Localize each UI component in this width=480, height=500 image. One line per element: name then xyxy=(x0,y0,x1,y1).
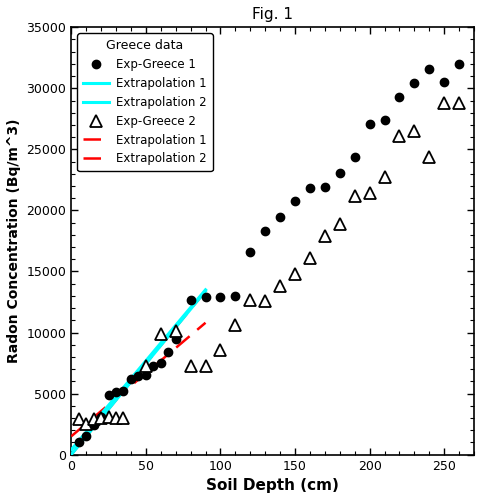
Exp-Greece 2 xyxy=(83,421,89,427)
Exp-Greece 2 xyxy=(321,233,327,239)
Line: Extrapolation 1: Extrapolation 1 xyxy=(71,291,205,454)
Exp-Greece 1 xyxy=(321,184,327,190)
Line: Exp-Greece 1: Exp-Greece 1 xyxy=(74,60,462,446)
Extrapolation 2 xyxy=(202,287,208,293)
Exp-Greece 1 xyxy=(135,374,141,380)
Exp-Greece 1 xyxy=(120,388,126,394)
Extrapolation 2 xyxy=(202,320,208,326)
Exp-Greece 1 xyxy=(187,296,193,302)
Extrapolation 1 xyxy=(202,288,208,294)
Exp-Greece 2 xyxy=(91,416,96,422)
Exp-Greece 1 xyxy=(336,170,342,175)
Exp-Greece 1 xyxy=(76,440,82,446)
Exp-Greece 2 xyxy=(76,416,82,422)
Extrapolation 1 xyxy=(68,452,74,458)
Exp-Greece 1 xyxy=(106,392,111,398)
Exp-Greece 1 xyxy=(113,390,119,396)
Exp-Greece 2 xyxy=(426,154,432,160)
Exp-Greece 1 xyxy=(202,294,208,300)
Exp-Greece 2 xyxy=(351,193,357,199)
Exp-Greece 1 xyxy=(165,349,171,355)
Line: Exp-Greece 2: Exp-Greece 2 xyxy=(73,98,464,429)
Exp-Greece 2 xyxy=(381,174,386,180)
Exp-Greece 1 xyxy=(143,372,148,378)
Exp-Greece 2 xyxy=(120,415,126,421)
Exp-Greece 1 xyxy=(83,434,89,440)
Exp-Greece 1 xyxy=(456,61,461,67)
Exp-Greece 2 xyxy=(441,100,446,106)
Exp-Greece 2 xyxy=(396,133,401,139)
Exp-Greece 2 xyxy=(232,322,238,328)
Legend: Exp-Greece 1, Extrapolation 1, Extrapolation 2, Exp-Greece 2, Extrapolation 1, E: Exp-Greece 1, Extrapolation 1, Extrapola… xyxy=(77,33,212,172)
Exp-Greece 1 xyxy=(396,94,401,100)
Exp-Greece 2 xyxy=(366,190,372,196)
Exp-Greece 2 xyxy=(143,362,148,368)
Exp-Greece 2 xyxy=(217,346,223,352)
Exp-Greece 1 xyxy=(410,80,416,86)
Exp-Greece 1 xyxy=(291,198,297,203)
Exp-Greece 1 xyxy=(441,79,446,85)
Exp-Greece 1 xyxy=(247,249,252,255)
Exp-Greece 1 xyxy=(150,362,156,368)
Exp-Greece 2 xyxy=(306,255,312,261)
Exp-Greece 2 xyxy=(262,298,267,304)
Exp-Greece 2 xyxy=(456,100,461,106)
Title: Fig. 1: Fig. 1 xyxy=(252,7,292,22)
Exp-Greece 2 xyxy=(98,415,104,421)
Exp-Greece 1 xyxy=(276,214,282,220)
X-axis label: Soil Depth (cm): Soil Depth (cm) xyxy=(206,478,338,493)
Exp-Greece 1 xyxy=(262,228,267,234)
Extrapolation 2 xyxy=(68,447,74,453)
Exp-Greece 2 xyxy=(410,128,416,134)
Exp-Greece 2 xyxy=(113,415,119,421)
Exp-Greece 2 xyxy=(276,283,282,289)
Exp-Greece 1 xyxy=(366,120,372,126)
Exp-Greece 1 xyxy=(157,360,163,366)
Exp-Greece 1 xyxy=(98,414,104,420)
Exp-Greece 1 xyxy=(217,294,223,300)
Exp-Greece 1 xyxy=(381,117,386,123)
Exp-Greece 2 xyxy=(157,331,163,337)
Extrapolation 1 xyxy=(68,452,74,458)
Exp-Greece 1 xyxy=(426,66,432,72)
Exp-Greece 1 xyxy=(232,293,238,299)
Exp-Greece 2 xyxy=(172,328,178,334)
Extrapolation 1 xyxy=(202,288,208,294)
Exp-Greece 1 xyxy=(91,422,96,428)
Exp-Greece 1 xyxy=(172,336,178,342)
Exp-Greece 2 xyxy=(106,414,111,420)
Extrapolation 2 xyxy=(68,434,74,440)
Exp-Greece 2 xyxy=(187,362,193,368)
Exp-Greece 2 xyxy=(291,271,297,277)
Exp-Greece 2 xyxy=(202,362,208,368)
Exp-Greece 1 xyxy=(128,376,133,382)
Exp-Greece 2 xyxy=(247,296,252,302)
Exp-Greece 2 xyxy=(336,221,342,227)
Line: Extrapolation 1: Extrapolation 1 xyxy=(71,291,205,454)
Exp-Greece 1 xyxy=(306,186,312,192)
Y-axis label: Radon Concentration (Bq/m^3): Radon Concentration (Bq/m^3) xyxy=(7,118,21,363)
Line: Extrapolation 2: Extrapolation 2 xyxy=(71,323,205,436)
Line: Extrapolation 2: Extrapolation 2 xyxy=(71,290,205,450)
Exp-Greece 1 xyxy=(351,154,357,160)
